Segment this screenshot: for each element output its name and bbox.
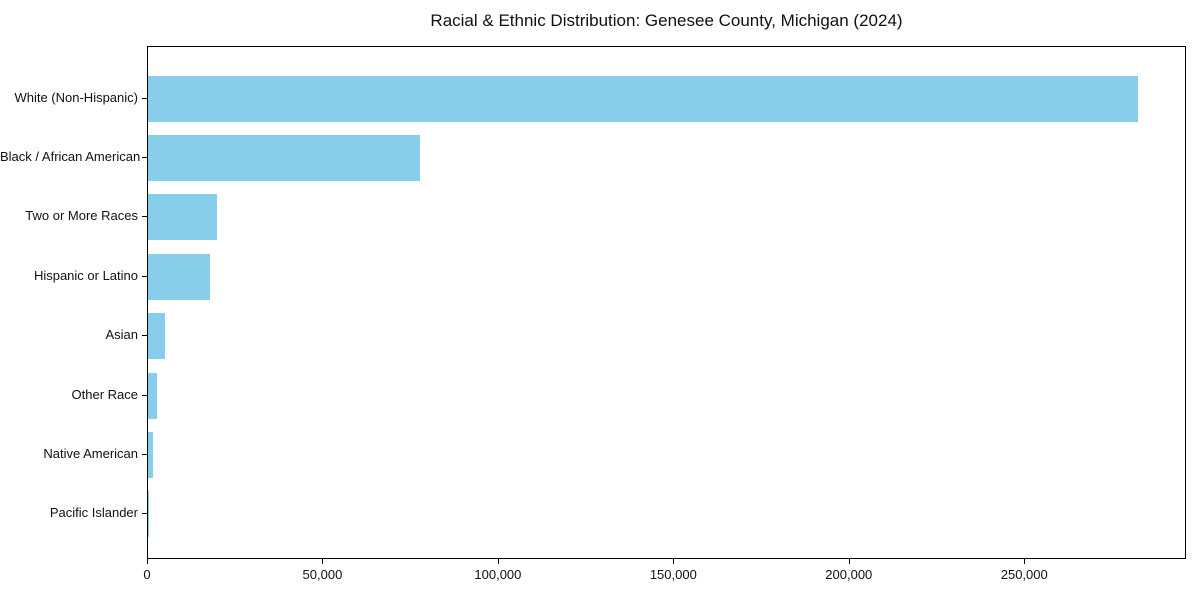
- y-tick-mark: [142, 216, 147, 218]
- x-tick-label-200000: 200,000: [825, 567, 873, 582]
- x-tick-label-150000: 150,000: [649, 567, 697, 582]
- y-tick-label-asian: Asian: [105, 327, 138, 343]
- x-tick-mark: [147, 559, 148, 564]
- y-tick-mark: [142, 453, 147, 455]
- x-tick-mark: [673, 559, 675, 564]
- chart-title: Racial & Ethnic Distribution: Genesee Co…: [430, 11, 903, 30]
- y-tick-mark: [142, 97, 147, 99]
- x-tick-label-50000: 50,000: [302, 567, 343, 582]
- bar-native-american: [148, 431, 153, 478]
- x-tick-mark: [497, 559, 499, 564]
- x-tick-mark: [1024, 559, 1026, 564]
- x-tick-label-100000: 100,000: [474, 567, 522, 582]
- x-tick-label-0: 0: [143, 567, 151, 582]
- y-tick-label-native-american: Native American: [43, 445, 138, 461]
- y-tick-label-white-non-hispanic: White (Non-Hispanic): [14, 89, 138, 105]
- bar-hispanic-or-latino: [148, 253, 211, 300]
- x-tick-label-250000: 250,000: [1000, 567, 1048, 582]
- x-tick-mark: [322, 559, 324, 564]
- y-tick-mark: [142, 335, 147, 337]
- bar-white-non-hispanic: [148, 75, 1138, 122]
- bar-black-african-american: [148, 134, 420, 181]
- y-tick-label-two-or-more-races: Two or More Races: [25, 208, 138, 224]
- bar-pacific-islander: [148, 491, 149, 538]
- y-tick-label-other-race: Other Race: [71, 386, 138, 402]
- y-tick-label-pacific-islander: Pacific Islander: [49, 505, 138, 521]
- x-tick-mark: [848, 559, 850, 564]
- y-tick-mark: [142, 156, 147, 158]
- bar-two-or-more-races: [148, 194, 217, 241]
- y-tick-label-hispanic-or-latino: Hispanic or Latino: [33, 267, 138, 283]
- y-tick-mark: [142, 394, 147, 396]
- bar-other-race: [148, 372, 158, 419]
- bar-asian: [148, 313, 166, 360]
- y-tick-label-black-african-american: Black / African American: [0, 148, 141, 164]
- plot-area: [147, 46, 1186, 559]
- y-tick-mark: [142, 513, 147, 515]
- y-tick-mark: [142, 275, 147, 277]
